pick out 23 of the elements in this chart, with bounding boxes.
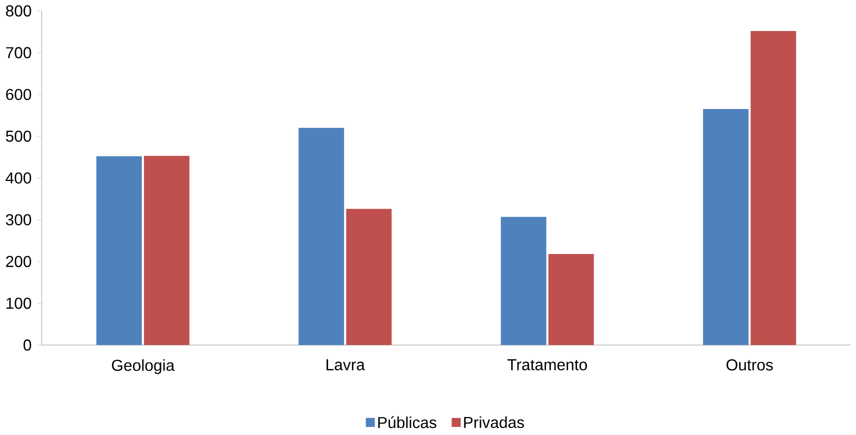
bar [500,217,546,346]
x-tick-label: Outros [726,359,773,371]
bar [703,109,749,346]
bar [144,156,190,346]
y-tick-label: 200 [6,256,32,268]
legend-label: Privadas [464,416,524,428]
x-tick-label: Tratamento [507,359,587,371]
y-tick-label: 800 [6,5,32,17]
bar [96,156,142,346]
y-tick-label: 500 [6,130,32,142]
x-tick-label: Lavra [326,359,365,371]
y-tick-label: 0 [24,340,32,351]
y-tick-label: 400 [6,172,32,184]
legend-label: Públicas [378,416,436,428]
y-tick-label: 600 [6,89,32,100]
bar [298,128,344,346]
y-tick-label: 300 [6,214,32,226]
x-tick-label: Geologia [112,359,175,374]
y-tick-label: 700 [6,47,32,58]
bar [346,209,392,346]
bar [548,254,594,346]
y-tick-label: 100 [6,298,32,310]
bar [750,31,796,346]
